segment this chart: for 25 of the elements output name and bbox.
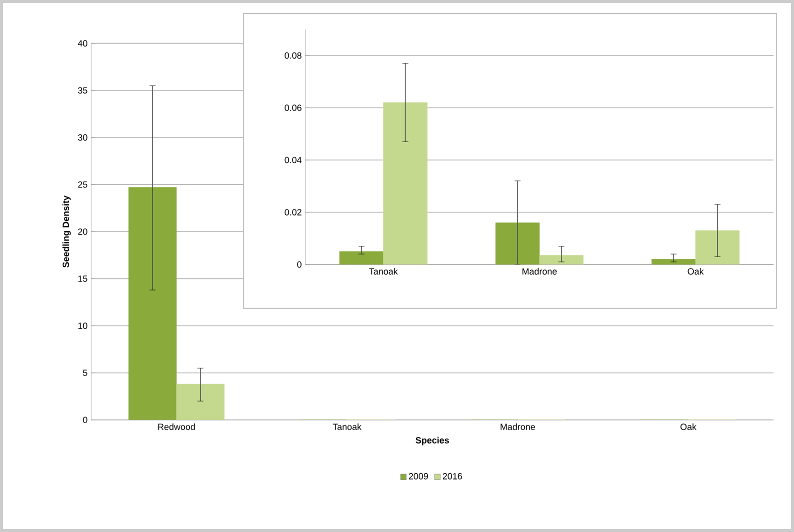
y-tick-label: 0.08 bbox=[284, 52, 302, 59]
y-tick-label: 0 bbox=[297, 261, 302, 268]
y-tick-label: 5 bbox=[83, 370, 88, 376]
y-tick-label: 0.04 bbox=[284, 156, 302, 164]
y-tick-label: 35 bbox=[78, 87, 88, 94]
y-tick-label: 15 bbox=[78, 276, 88, 282]
x-tick-label: Redwood bbox=[158, 423, 195, 430]
x-tick-label: Oak bbox=[680, 423, 697, 430]
y-tick-label: 20 bbox=[78, 228, 88, 235]
y-tick-label: 0.06 bbox=[284, 104, 302, 111]
x-tick-label: Tanoak bbox=[369, 268, 398, 275]
y-tick-label: 25 bbox=[78, 181, 88, 188]
y-tick-label: 0.02 bbox=[284, 209, 302, 216]
y-tick-label: 40 bbox=[78, 40, 88, 47]
y-tick-label: 10 bbox=[78, 322, 88, 329]
y-axis-title: Seedling Density bbox=[62, 196, 71, 268]
legend-label: 2016 bbox=[442, 473, 462, 480]
x-axis-title: Species bbox=[416, 436, 449, 446]
x-tick-label: Madrone bbox=[500, 423, 535, 430]
legend-label: 2009 bbox=[408, 473, 428, 480]
x-tick-label: Oak bbox=[688, 268, 704, 275]
x-tick-label: Madrone bbox=[522, 268, 557, 275]
x-tick-label: Tanoak bbox=[332, 423, 362, 430]
y-tick-label: 0 bbox=[82, 416, 88, 424]
y-tick-label: 30 bbox=[78, 134, 88, 141]
